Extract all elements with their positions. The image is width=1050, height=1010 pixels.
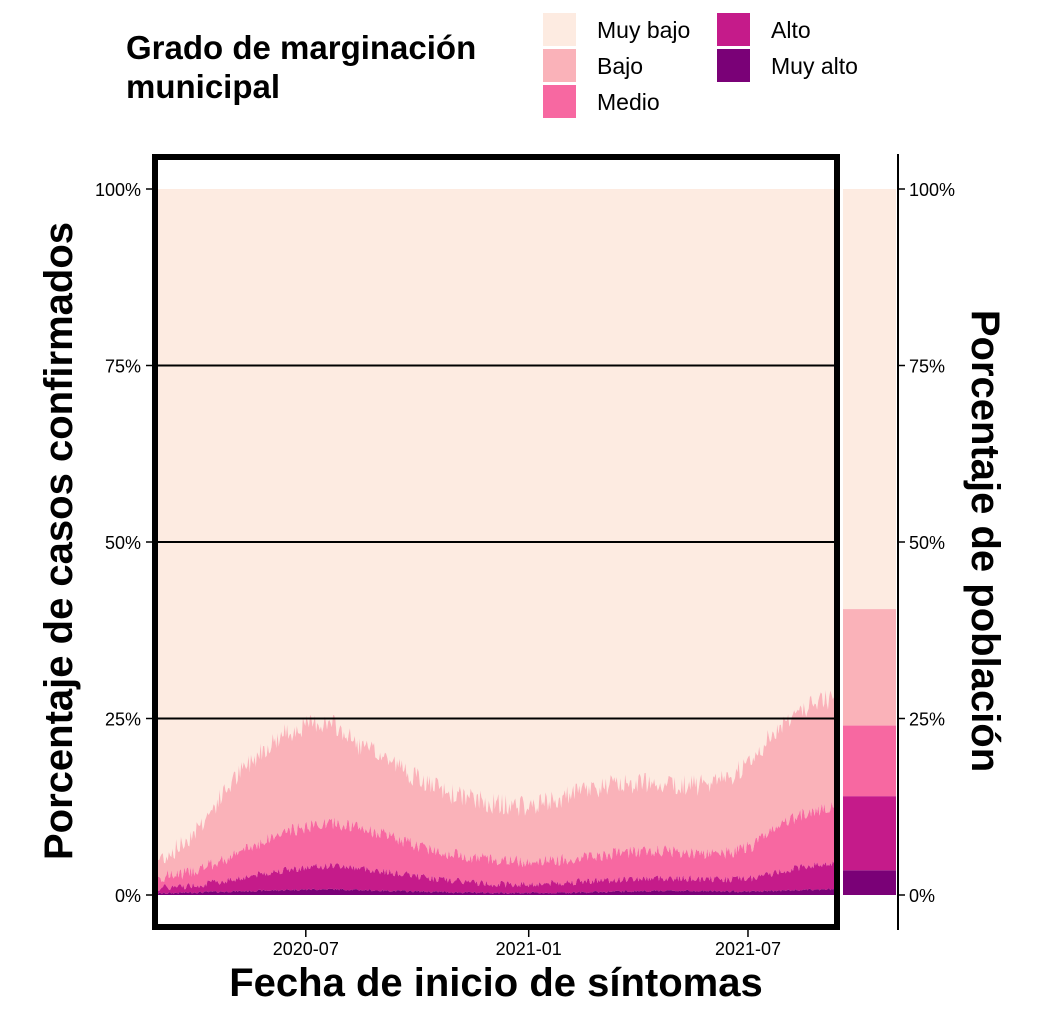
population-bar xyxy=(843,189,896,895)
y-tick-label-left: 0% xyxy=(115,886,141,906)
area-series-bajo xyxy=(158,690,834,883)
legend-swatch-medio xyxy=(543,85,576,118)
legend-label-muy-alto: Muy alto xyxy=(771,53,858,79)
area-series-muy-bajo xyxy=(158,189,834,864)
legend-swatch-alto xyxy=(717,13,750,46)
legend-label-muy-bajo: Muy bajo xyxy=(597,17,690,43)
legend-title-line1: Grado de marginación xyxy=(126,29,476,66)
legend-label-medio: Medio xyxy=(597,89,660,115)
plot-area xyxy=(158,189,834,895)
legend-label-bajo: Bajo xyxy=(597,53,643,79)
legend-items: Muy bajo Bajo Medio Alto Muy alto xyxy=(543,13,858,118)
population-segment-muy-bajo xyxy=(843,189,896,610)
y-tick-label-right: 25% xyxy=(909,710,945,730)
population-segment-medio xyxy=(843,725,896,797)
y-tick-label-left: 50% xyxy=(105,533,141,553)
legend-swatch-muy-alto xyxy=(717,49,750,82)
plot-panel-border xyxy=(152,154,840,930)
legend-swatch-bajo xyxy=(543,49,576,82)
x-tick-label: 2021-01 xyxy=(496,939,562,959)
population-segment-bajo xyxy=(843,609,896,726)
y-axis-title-left: Porcentaje de casos confirmados xyxy=(37,222,81,860)
x-axis-title: Fecha de inicio de síntomas xyxy=(229,961,762,1005)
y-tick-label-left: 100% xyxy=(95,180,141,200)
y-tick-label-right: 75% xyxy=(909,357,945,377)
x-tick-label: 2020-07 xyxy=(273,939,339,959)
y-axis-right: 0% 25% 50% 75% 100% xyxy=(897,154,955,930)
area-series-medio xyxy=(158,801,834,891)
y-axis-left: 0% 25% 50% 75% 100% xyxy=(95,180,153,906)
legend: Grado de marginación municipal Muy bajo B… xyxy=(126,13,858,118)
y-axis-title-right: Porcentaje de población xyxy=(963,310,1007,772)
y-tick-label-right: 0% xyxy=(909,886,935,906)
x-tick-label: 2021-07 xyxy=(715,939,781,959)
legend-title-line2: municipal xyxy=(126,68,280,105)
area-series-alto xyxy=(158,861,834,895)
y-tick-label-right: 100% xyxy=(909,180,955,200)
legend-label-alto: Alto xyxy=(771,17,811,43)
gridlines xyxy=(155,364,835,720)
area-series-muy-alto xyxy=(158,888,834,895)
legend-swatch-muy-bajo xyxy=(543,13,576,46)
x-axis: 2020-07 2021-01 2021-07 xyxy=(273,930,781,959)
y-tick-label-right: 50% xyxy=(909,533,945,553)
population-segment-muy-alto xyxy=(843,870,896,895)
y-tick-label-left: 75% xyxy=(105,357,141,377)
population-segment-alto xyxy=(843,796,896,871)
y-tick-label-left: 25% xyxy=(105,710,141,730)
